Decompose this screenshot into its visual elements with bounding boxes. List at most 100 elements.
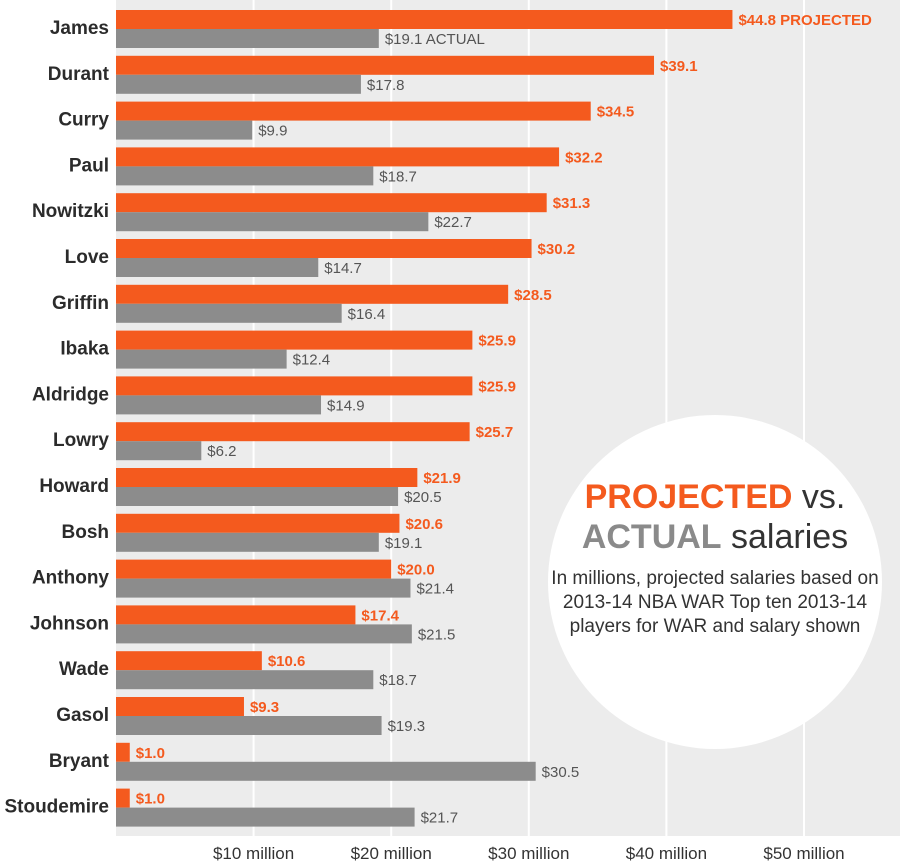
actual-bar xyxy=(116,716,382,735)
actual-value-label: $21.4 xyxy=(416,581,454,598)
player-name: Aldridge xyxy=(32,384,109,405)
gridlines xyxy=(252,0,805,836)
actual-bar xyxy=(116,807,415,827)
projected-value-label: $32.2 xyxy=(565,149,603,166)
actual-bar xyxy=(116,258,319,277)
legend-salaries-label: salaries xyxy=(721,518,849,556)
actual-bar xyxy=(116,120,253,140)
actual-value-label: $12.4 xyxy=(293,352,331,369)
actual-bar xyxy=(116,624,412,644)
legend-actual-label: ACTUAL xyxy=(581,518,722,556)
actual-bar xyxy=(116,212,429,232)
actual-bar xyxy=(116,532,379,552)
player-name: Nowitzki xyxy=(32,201,109,222)
x-tick-label: $10 million xyxy=(213,844,294,863)
actual-value-label: $19.1 xyxy=(385,535,423,552)
actual-value-label: $6.2 xyxy=(207,443,236,460)
projected-value-label: $20.0 xyxy=(397,562,435,579)
actual-bar xyxy=(116,487,399,506)
player-name: Durant xyxy=(48,64,110,85)
projected-bar xyxy=(116,55,655,75)
projected-value-label: $1.0 xyxy=(136,745,165,762)
legend-title-line1: PROJECTED vs. xyxy=(548,477,882,517)
projected-bar xyxy=(116,10,733,29)
projected-value-label: $31.3 xyxy=(553,195,591,212)
projected-bar xyxy=(116,742,130,762)
actual-bar xyxy=(116,166,374,186)
legend-note: In millions, projected salaries based on… xyxy=(551,568,879,637)
player-name: Griffin xyxy=(52,293,109,314)
projected-value-label: $17.4 xyxy=(361,607,399,624)
projected-bar xyxy=(116,605,356,625)
player-name: Bosh xyxy=(62,522,110,543)
x-tick-label: $40 million xyxy=(626,844,707,863)
actual-value-label: $14.7 xyxy=(324,260,362,277)
player-name: Anthony xyxy=(32,568,109,589)
legend-projected-label: PROJECTED xyxy=(584,478,793,516)
projected-bar xyxy=(116,513,400,533)
player-names: James Durant Curry Paul Nowitzki Love Griffin I… xyxy=(4,18,109,818)
player-name: Ibaka xyxy=(60,339,109,360)
player-name: Wade xyxy=(59,659,109,680)
player-name: Bryant xyxy=(49,751,110,772)
projected-bar xyxy=(116,788,130,808)
actual-bar xyxy=(116,441,202,461)
projected-value-label: $25.7 xyxy=(476,424,514,441)
x-tick-label: $30 million xyxy=(488,844,569,863)
projected-value-label: $44.8 PROJECTED xyxy=(738,12,872,29)
actual-bar xyxy=(116,303,342,323)
projected-bar xyxy=(116,559,392,579)
projected-value-label: $1.0 xyxy=(136,791,165,808)
projected-value-label: $25.9 xyxy=(478,378,516,395)
player-name: Stoudemire xyxy=(4,797,109,818)
legend-title-line2: ACTUAL salaries xyxy=(548,517,882,557)
x-tick-label: $50 million xyxy=(763,844,844,863)
actual-value-label: $19.1 ACTUAL xyxy=(385,31,485,48)
projected-bar xyxy=(116,330,473,350)
projected-bar xyxy=(116,101,591,121)
actual-bar xyxy=(116,349,287,369)
projected-bar xyxy=(116,193,547,213)
projected-value-label: $21.9 xyxy=(423,470,461,487)
player-name: James xyxy=(50,18,109,39)
projected-bar xyxy=(116,468,418,487)
x-axis-ticks: $10 million $20 million $30 million $40 mil… xyxy=(213,844,845,863)
actual-value-label: $21.5 xyxy=(418,626,456,643)
player-name: Howard xyxy=(39,476,109,497)
projected-bar xyxy=(116,422,470,442)
player-name: Gasol xyxy=(56,705,109,726)
player-name: Curry xyxy=(58,110,109,131)
actual-bar xyxy=(116,761,536,781)
actual-value-label: $18.7 xyxy=(379,672,417,689)
actual-value-label: $30.5 xyxy=(542,764,580,781)
actual-value-label: $14.9 xyxy=(327,397,365,414)
player-name: Lowry xyxy=(53,430,109,451)
actual-value-label: $21.7 xyxy=(421,810,459,827)
projected-value-label: $28.5 xyxy=(514,287,552,304)
projected-bar xyxy=(116,239,532,258)
actual-bar xyxy=(116,395,322,415)
player-name: Paul xyxy=(69,155,109,176)
projected-value-label: $25.9 xyxy=(478,333,516,350)
projected-bar xyxy=(116,697,244,716)
actual-value-label: $9.9 xyxy=(258,123,287,140)
actual-value-label: $22.7 xyxy=(434,214,472,231)
player-name: Johnson xyxy=(30,613,109,634)
projected-bar xyxy=(116,651,262,671)
projected-value-label: $34.5 xyxy=(597,104,635,121)
actual-bar xyxy=(116,670,374,690)
projected-value-label: $39.1 xyxy=(660,58,698,75)
actual-value-label: $18.7 xyxy=(379,168,417,185)
legend-circle: PROJECTED vs. ACTUAL salaries In million… xyxy=(548,415,882,749)
projected-bar xyxy=(116,284,509,304)
x-tick-label: $20 million xyxy=(351,844,432,863)
actual-value-label: $17.8 xyxy=(367,77,405,94)
actual-value-label: $16.4 xyxy=(348,306,386,323)
projected-value-label: $30.2 xyxy=(538,241,576,258)
projected-bar xyxy=(116,147,560,167)
bars: $44.8 PROJECTED $19.1 ACTUAL $39.1 $17.8 $34… xyxy=(116,10,872,827)
legend-vs-label: vs. xyxy=(792,478,846,516)
actual-bar xyxy=(116,74,361,94)
projected-bar xyxy=(116,376,473,396)
